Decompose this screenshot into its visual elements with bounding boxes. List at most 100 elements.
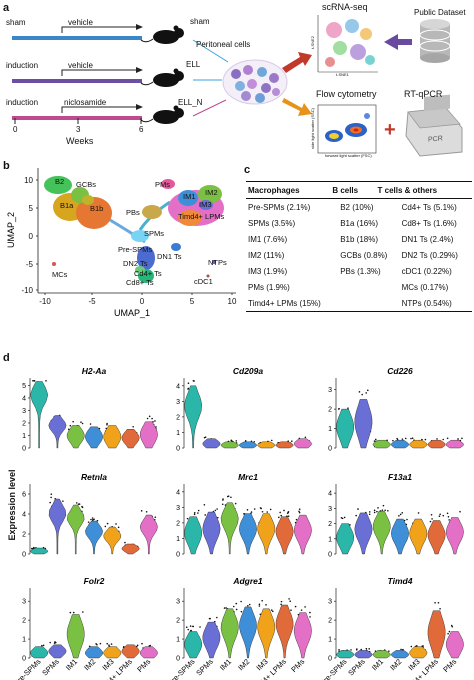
violin-point	[438, 515, 441, 518]
violin-im3	[257, 441, 276, 449]
violin-im2	[391, 439, 409, 449]
flow-cytometry-label: Flow cytometry	[316, 89, 377, 99]
violin-point	[222, 499, 224, 501]
violin-ytick-label: 3	[176, 599, 180, 606]
violin-pre-spms	[336, 408, 355, 449]
umap-plot: B2 GCBs B1a B1b PMs IM1 IM2 IM3 PBs Timd…	[6, 168, 237, 318]
violin-ytick-label: 2	[22, 532, 26, 539]
violin-point	[402, 648, 404, 651]
violin-point	[203, 504, 206, 506]
violin-point	[280, 600, 283, 603]
violin-point	[62, 500, 64, 502]
violin-point	[382, 504, 385, 507]
table-header-bcells: B cells	[332, 185, 359, 195]
violin-pre-spms	[336, 523, 355, 555]
violin-spms	[354, 512, 373, 555]
violin-point	[259, 613, 262, 616]
violin-ytick-label: 0	[328, 552, 332, 559]
violin-point	[401, 438, 404, 440]
violin-point	[104, 525, 107, 528]
violin-point	[244, 440, 247, 442]
violin-im1	[220, 441, 239, 449]
umap-xlabel: UMAP_1	[114, 308, 150, 318]
violin-point	[287, 515, 290, 517]
tsne-plot-icon	[317, 15, 378, 73]
violin-im2	[391, 650, 409, 659]
panel-a-letter: a	[3, 2, 10, 14]
cluster-label-timd4: Timd4+ LPMs	[178, 212, 224, 221]
violin-point	[272, 610, 274, 613]
violin-point	[266, 511, 268, 513]
cluster-label-pms: PMs	[155, 180, 170, 189]
cluster-label-dn1: DN1 Ts	[157, 252, 182, 261]
violin-point	[270, 439, 273, 442]
umap-ytick-m5: -5	[26, 260, 34, 269]
axis-tick-6: 6	[139, 125, 144, 134]
violin-im3	[103, 526, 122, 555]
violin-ytick-label: 4	[328, 491, 332, 498]
violin-point	[361, 393, 363, 396]
violin-ytick-label: 2	[22, 618, 26, 625]
cluster-label-cdc1: cDC1	[194, 277, 213, 286]
violin-ytick-label: 3	[328, 506, 332, 513]
violin-point	[404, 437, 407, 440]
violin-xtick-label: IM1	[370, 657, 385, 672]
violin-ytick-label: 2	[176, 414, 180, 421]
umap-ytick-m10: -10	[21, 286, 33, 295]
table-row: IM3 (1.9%) PBs (1.3%) cDC1 (0.22%)	[248, 266, 452, 276]
violin-ytick-label: 0	[22, 656, 26, 663]
violin-ytick-label: 3	[22, 599, 26, 606]
violin-point	[230, 439, 233, 442]
violin-point	[436, 438, 438, 440]
violin-pre-spms	[30, 547, 48, 555]
violin-ytick-label: 0	[176, 656, 180, 663]
violin-point	[355, 648, 358, 651]
violin-point	[448, 519, 450, 521]
violin-point	[461, 437, 463, 440]
violin-point	[411, 437, 414, 439]
violin-point	[377, 507, 379, 509]
violin-point	[155, 426, 157, 428]
umap-ytick-0: 0	[29, 232, 34, 241]
violin-point	[45, 380, 47, 382]
violin-point	[343, 516, 346, 519]
violin-point	[450, 624, 453, 627]
violin-point	[72, 611, 75, 614]
violin-point	[87, 521, 90, 523]
gene-title-retnla: Retnla	[81, 472, 107, 482]
table-body: Pre-SPMs (2.1%) B2 (10%) Cd4+ Ts (5.1%) SP…	[246, 199, 472, 311]
table-row: Pre-SPMs (2.1%) B2 (10%) Cd4+ Ts (5.1%)	[248, 202, 457, 212]
violin-xtick-label: Timd4+ LPMs	[401, 657, 440, 680]
violin-point	[189, 625, 192, 627]
violin-im2	[85, 520, 103, 555]
violin-point	[140, 510, 143, 512]
table-row: IM1 (7.6%) B1b (18%) DN1 Ts (2.4%)	[248, 234, 454, 244]
violin-point	[278, 516, 280, 519]
violin-ytick-label: 3	[22, 408, 26, 415]
violin-point	[280, 603, 282, 606]
violin-point	[258, 603, 261, 606]
panel-c-letter: c	[244, 164, 251, 176]
umap-ytick-10: 10	[24, 176, 33, 185]
cluster-label-b2: B2	[55, 177, 64, 186]
violin-point	[246, 509, 249, 511]
violin-ytick-label: 4	[22, 396, 26, 403]
violin-ytick-label: 4	[22, 512, 26, 519]
violin-point	[439, 607, 441, 610]
violin-point	[106, 522, 109, 525]
tsne-y-label: t-SNE2	[309, 36, 315, 49]
violin-point	[187, 628, 190, 631]
violin-point	[366, 389, 369, 392]
violin-pms	[445, 631, 464, 659]
gene-title-adgre1: Adgre1	[232, 576, 263, 586]
violin-point	[437, 601, 440, 604]
violin-ytick-label: 1	[328, 536, 332, 543]
violin-im1	[372, 650, 391, 659]
mouse-icon-ell	[140, 68, 184, 87]
violin-ytick-label: 1	[328, 426, 332, 433]
violin-point	[388, 650, 390, 652]
violin-timd4-lpms	[275, 441, 294, 449]
row1-group-label: sham	[190, 17, 210, 26]
violin-ytick-label: 0	[22, 552, 26, 559]
violin-point	[447, 516, 450, 518]
